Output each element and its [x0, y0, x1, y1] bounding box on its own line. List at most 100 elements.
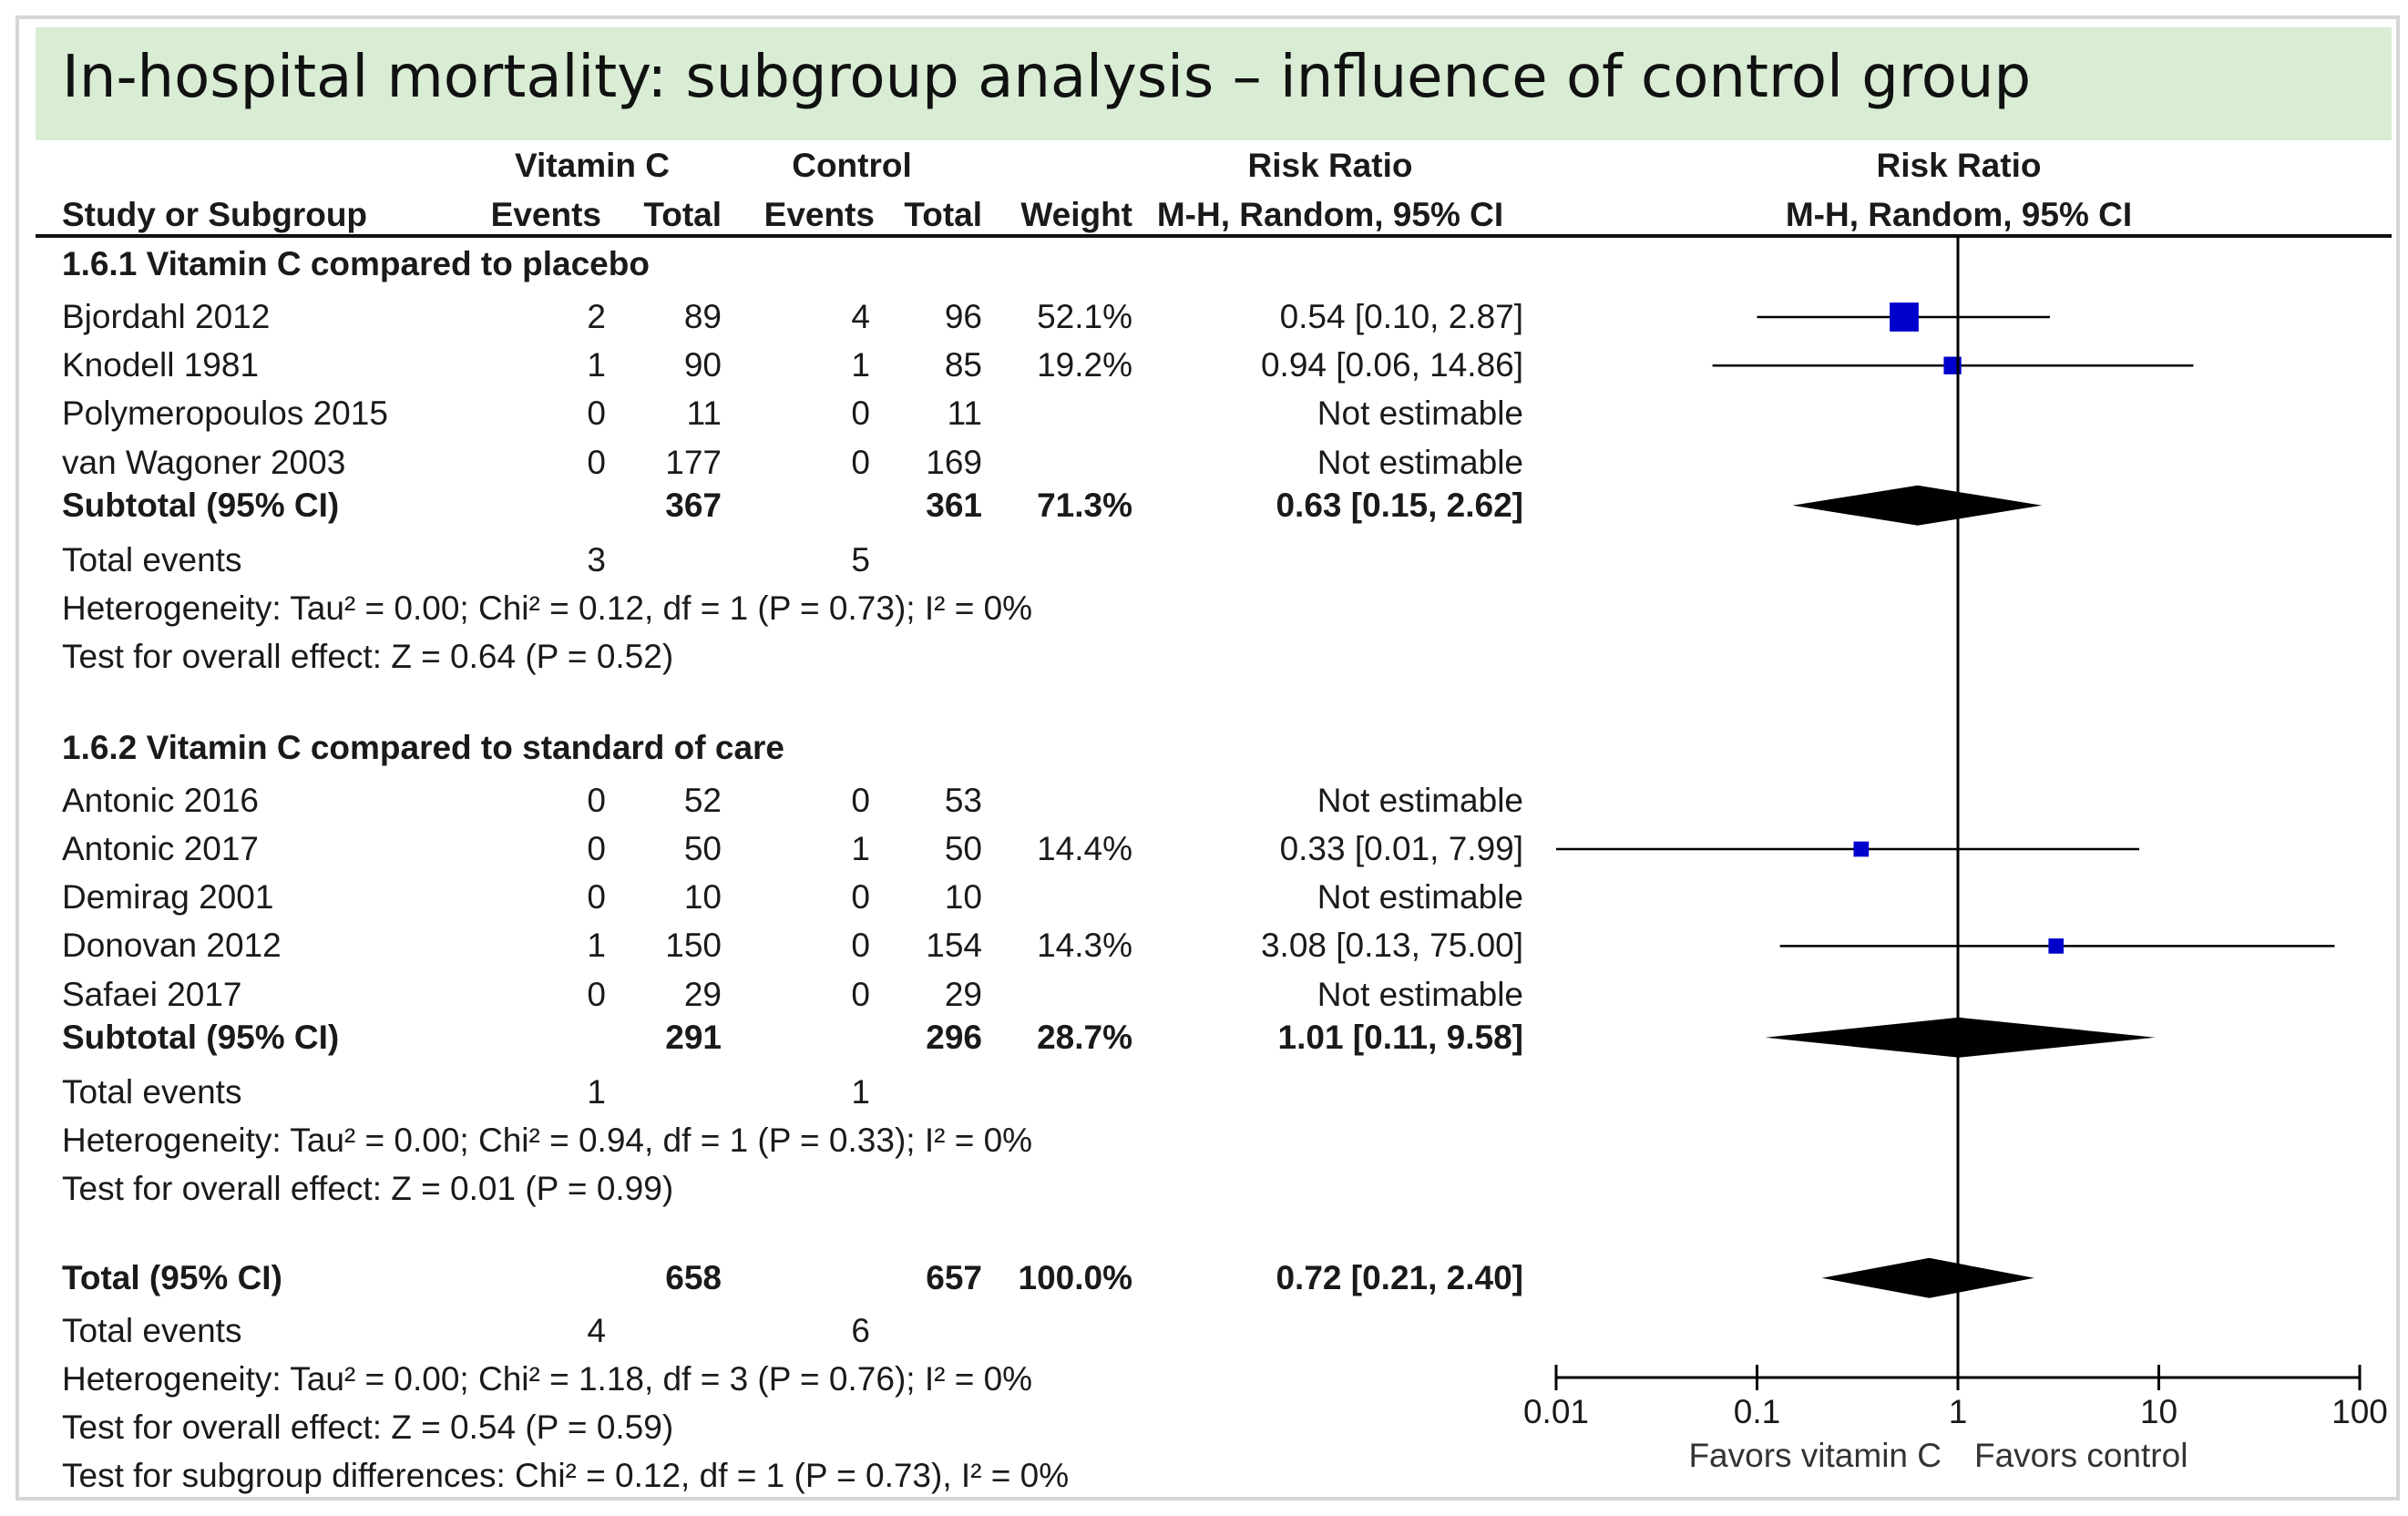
header-weight: Weight [1020, 196, 1132, 233]
events-control: 0 [851, 394, 870, 433]
summary-diamond [1792, 485, 2043, 526]
heterogeneity-text: Heterogeneity: Tau² = 0.00; Chi² = 0.12,… [62, 589, 1033, 627]
study-risk-ratio: Not estimable [1317, 443, 1523, 481]
events-vitamin-c: 0 [587, 830, 606, 867]
header-plot-method: M-H, Random, 95% CI [1785, 196, 2133, 233]
total-events-label: Total events [62, 1072, 242, 1111]
total-control: 11 [947, 394, 982, 433]
subtotal-total-control: 296 [926, 1018, 982, 1056]
total-events-vitamin-c: 4 [587, 1311, 606, 1349]
subtotal-total-control: 657 [926, 1258, 982, 1296]
total-control: 154 [926, 927, 982, 965]
study-name: Demirag 2001 [62, 878, 274, 917]
events-vitamin-c: 0 [587, 878, 606, 917]
header-risk-ratio-plot: Risk Ratio [1876, 147, 2042, 184]
header-control: Control [792, 147, 912, 184]
total-heterogeneity-text: Heterogeneity: Tau² = 0.00; Chi² = 1.18,… [62, 1359, 1033, 1398]
events-vitamin-c: 0 [587, 781, 606, 819]
total-events-control: 1 [851, 1072, 870, 1111]
study-name: Safaei 2017 [62, 975, 242, 1013]
study-weight: 19.2% [1037, 346, 1132, 384]
study-name: Bjordahl 2012 [62, 298, 271, 335]
header-total-1: Total [643, 196, 722, 233]
events-control: 0 [851, 443, 870, 481]
study-risk-ratio: Not estimable [1317, 878, 1523, 917]
header-rr-method: M-H, Random, 95% CI [1156, 196, 1504, 233]
study-square [1853, 841, 1870, 857]
favors-vitamin-c-label: Favors vitamin C [1688, 1437, 1942, 1474]
events-control: 0 [851, 781, 870, 819]
total-control: 169 [926, 443, 982, 481]
study-risk-ratio: 0.94 [0.06, 14.86] [1260, 346, 1523, 384]
x-tick-label: 10 [2140, 1393, 2177, 1430]
study-name: Donovan 2012 [62, 927, 282, 965]
study-square [1890, 302, 1919, 332]
header-study: Study or Subgroup [62, 196, 368, 233]
total-events-control: 5 [851, 540, 870, 579]
x-tick-label: 100 [2331, 1393, 2388, 1430]
header-total-2: Total [904, 196, 982, 233]
total-vitamin-c: 11 [686, 394, 722, 433]
study-weight: 52.1% [1037, 298, 1132, 335]
study-name: Antonic 2017 [62, 830, 260, 867]
study-risk-ratio: Not estimable [1317, 781, 1523, 819]
study-square [2048, 938, 2065, 954]
subtotal-weight: 100.0% [1018, 1258, 1133, 1296]
total-vitamin-c: 177 [665, 443, 722, 481]
events-vitamin-c: 1 [587, 927, 606, 965]
total-events-vitamin-c: 3 [587, 540, 606, 579]
events-vitamin-c: 2 [587, 298, 606, 335]
subtotal-label: Total (95% CI) [62, 1258, 282, 1296]
events-control: 0 [851, 927, 870, 965]
events-vitamin-c: 0 [587, 394, 606, 433]
total-vitamin-c: 89 [683, 298, 722, 335]
total-events-label: Total events [62, 540, 242, 579]
study-risk-ratio: 0.54 [0.10, 2.87] [1279, 298, 1523, 335]
total-control: 50 [944, 830, 982, 867]
subgroup-differences-text: Test for subgroup differences: Chi² = 0.… [62, 1456, 1070, 1494]
total-events-control: 6 [851, 1311, 870, 1349]
heterogeneity-text: Heterogeneity: Tau² = 0.00; Chi² = 0.94,… [62, 1121, 1033, 1159]
summary-diamond [1765, 1017, 2156, 1058]
header-rule [36, 234, 2392, 238]
subgroup-heading: 1.6.1 Vitamin C compared to placebo [62, 245, 650, 282]
total-vitamin-c: 29 [683, 975, 722, 1013]
total-control: 96 [944, 298, 982, 335]
events-control: 4 [851, 298, 870, 335]
study-risk-ratio: Not estimable [1317, 975, 1523, 1013]
x-tick-label: 0.1 [1734, 1393, 1780, 1430]
subtotal-weight: 71.3% [1037, 486, 1132, 524]
total-control: 85 [944, 346, 982, 384]
subtotal-total-control: 361 [926, 486, 982, 524]
events-control: 1 [851, 346, 870, 384]
study-risk-ratio: 0.33 [0.01, 7.99] [1279, 830, 1523, 867]
header-events-1: Events [490, 196, 601, 233]
header-risk-ratio-table: Risk Ratio [1247, 147, 1413, 184]
subtotal-risk-ratio: 0.72 [0.21, 2.40] [1276, 1258, 1523, 1296]
study-name: Antonic 2016 [62, 781, 260, 819]
study-weight: 14.4% [1037, 830, 1132, 867]
subtotal-label: Subtotal (95% CI) [62, 1018, 340, 1056]
total-control: 29 [944, 975, 982, 1013]
subtotal-total-vitamin-c: 367 [665, 486, 722, 524]
title-bar [36, 27, 2392, 140]
subtotal-total-vitamin-c: 291 [665, 1018, 722, 1056]
total-control: 10 [944, 878, 982, 917]
total-events-vitamin-c: 1 [587, 1072, 606, 1111]
study-weight: 14.3% [1037, 927, 1132, 965]
total-vitamin-c: 10 [683, 878, 722, 917]
subtotal-label: Subtotal (95% CI) [62, 486, 340, 524]
header-events-2: Events [763, 196, 875, 233]
total-vitamin-c: 52 [683, 781, 722, 819]
slide-title: In-hospital mortality: subgroup analysis… [62, 44, 2032, 111]
events-control: 0 [851, 878, 870, 917]
events-vitamin-c: 1 [587, 346, 606, 384]
favors-control-label: Favors control [1974, 1437, 2188, 1474]
study-risk-ratio: 3.08 [0.13, 75.00] [1260, 927, 1523, 965]
slide-frame [15, 15, 2400, 1501]
overall-effect-text: Test for overall effect: Z = 0.64 (P = 0… [62, 637, 674, 675]
header-vitamin-c: Vitamin C [515, 147, 670, 184]
total-vitamin-c: 90 [683, 346, 722, 384]
events-control: 1 [851, 830, 870, 867]
